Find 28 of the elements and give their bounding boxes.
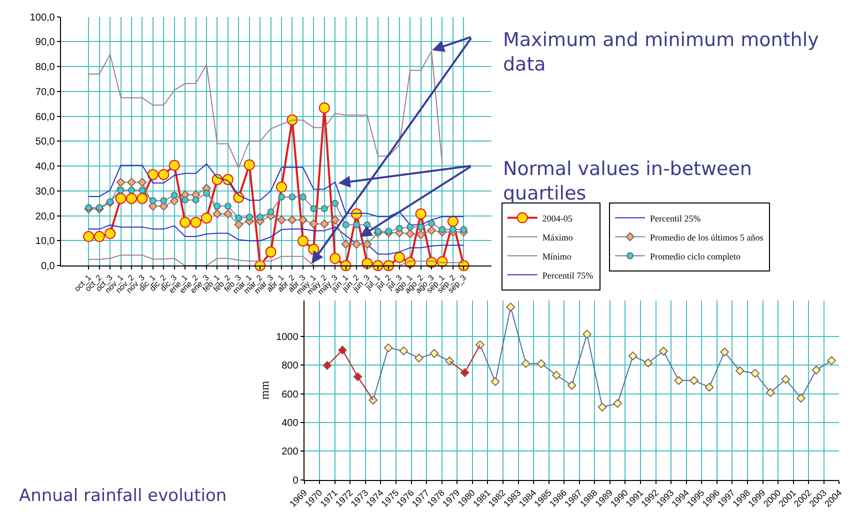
y-axis-title: mm xyxy=(257,380,272,400)
y-tick-label: 90,0 xyxy=(35,37,56,48)
y-tick-label: 50,0 xyxy=(35,136,56,148)
legend-label: 2004-05 xyxy=(542,213,573,224)
y-tick-label: 40,0 xyxy=(35,162,56,173)
text: Normal values in-between quartiles xyxy=(503,158,752,205)
legend-label: Mínimo xyxy=(542,251,572,262)
y-tick-label: 10,0 xyxy=(35,236,56,248)
y-tick-label: 400 xyxy=(282,418,299,430)
y-tick-label: 0 xyxy=(292,475,299,486)
legend-label: Percentil 25% xyxy=(650,213,702,224)
legend-label: Percentil 75% xyxy=(542,270,594,280)
y-tick-label: 600 xyxy=(282,389,299,400)
y-tick-label: 800 xyxy=(282,360,299,372)
y-tick-label: 20,0 xyxy=(35,211,56,222)
text: Maximum and minimum monthly data xyxy=(503,29,819,76)
legend-label: Promedio ciclo completo xyxy=(650,251,741,262)
legend-label: Promedio de los últimos 5 años xyxy=(650,232,764,242)
y-tick-label: 0,0 xyxy=(40,261,56,272)
y-tick-label: 100,0 xyxy=(30,12,56,24)
y-tick-label: 1000 xyxy=(276,332,299,343)
y-tick-label: 70,0 xyxy=(35,86,56,98)
y-tick-label: 30,0 xyxy=(35,186,56,198)
y-tick-label: 60,0 xyxy=(35,112,56,123)
y-tick-label: 200 xyxy=(282,446,299,458)
text: Annual rainfall evolution xyxy=(19,486,227,506)
y-tick-label: 80,0 xyxy=(35,62,56,74)
legend-label: Máximo xyxy=(542,232,574,242)
